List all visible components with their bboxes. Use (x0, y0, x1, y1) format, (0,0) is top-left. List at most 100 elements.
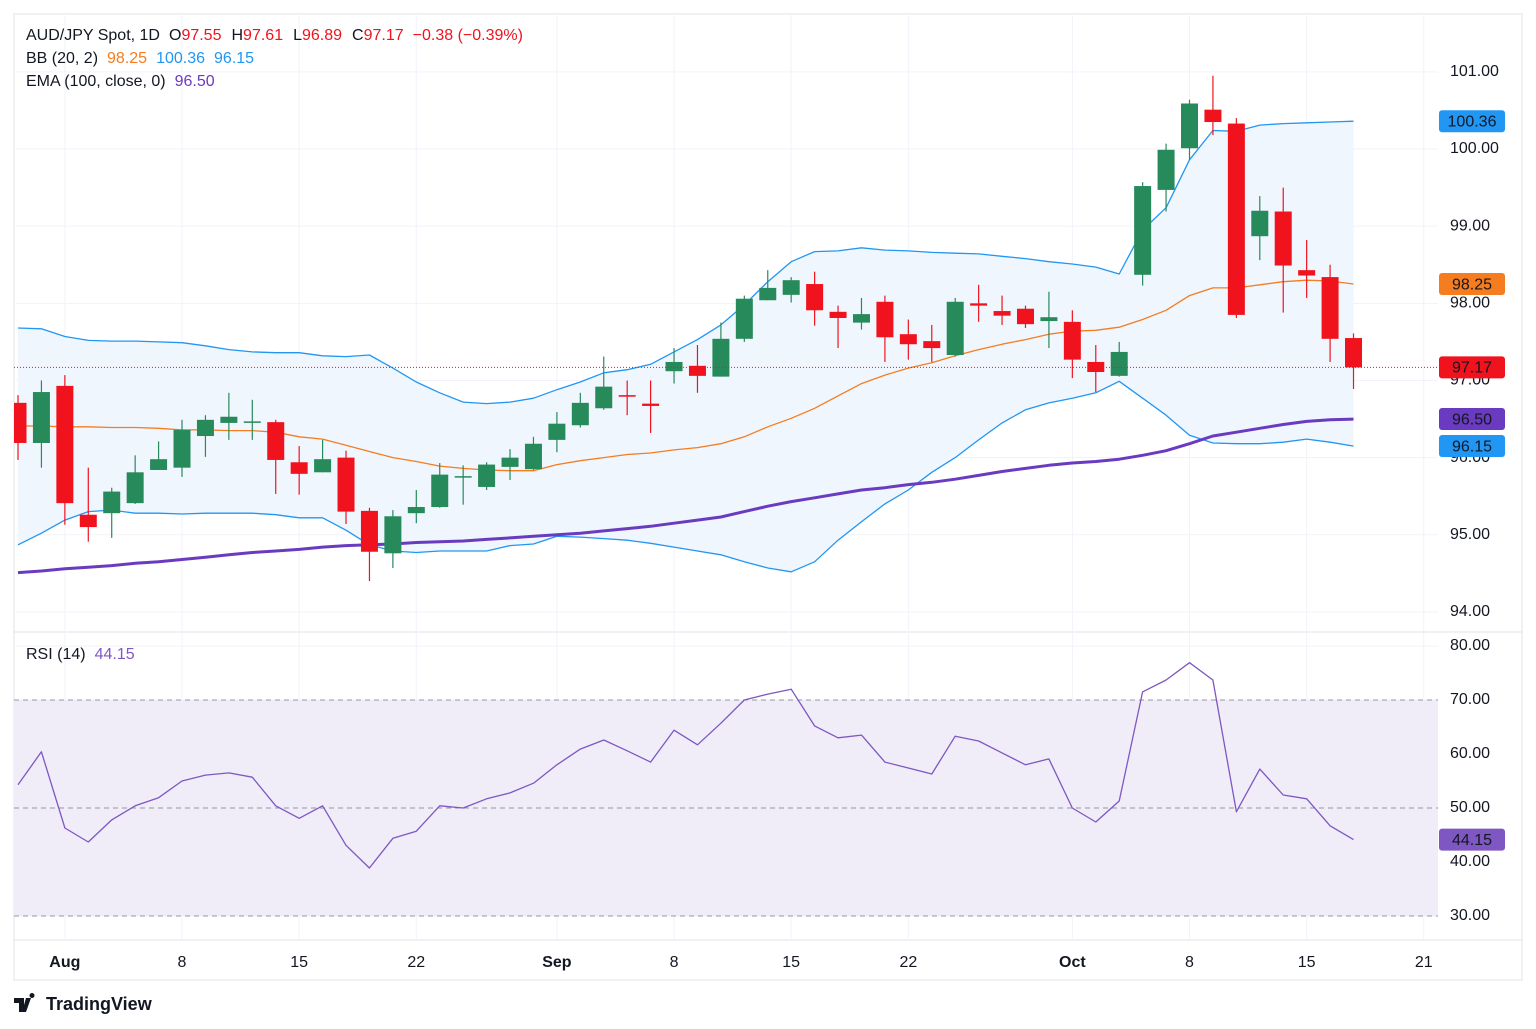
candle-body (243, 421, 261, 423)
legend-bb: BB (20, 2) 98.25 100.36 96.15 (26, 50, 254, 67)
candle-body (548, 423, 566, 440)
candle-body (1134, 186, 1152, 275)
candle-body (56, 385, 74, 504)
candle-body (1321, 277, 1339, 339)
price-badge-label: 96.50 (1452, 411, 1492, 428)
price-badge (1439, 435, 1505, 458)
y-tick-label: 94.00 (1450, 603, 1490, 620)
candle-body (1087, 361, 1105, 372)
candle-body (712, 338, 730, 377)
candle-body (501, 457, 519, 467)
candle-body (618, 395, 636, 397)
candle-body (1298, 270, 1316, 276)
rsi-line (17, 662, 1354, 869)
candle-body (79, 514, 97, 528)
candle-body (524, 443, 542, 470)
y-tick-label: 98.00 (1450, 295, 1490, 312)
candle-body (384, 516, 402, 554)
candle-body (806, 284, 824, 311)
candle-body (478, 464, 496, 487)
y-tick-label: 60.00 (1450, 745, 1490, 762)
candle-body (103, 491, 121, 514)
price-badge-label: 97.17 (1452, 360, 1492, 377)
legend-ema: EMA (100, close, 0) 96.50 (26, 73, 215, 90)
candle-body (1157, 149, 1175, 190)
price-badge (1439, 408, 1505, 431)
y-tick-label: 101.00 (1450, 63, 1499, 80)
rsi-badge (1439, 828, 1505, 851)
candle-body (688, 365, 706, 376)
brand-name: TradingView (46, 994, 153, 1014)
candle-body (1110, 351, 1128, 376)
candle-body (759, 287, 777, 301)
candle-body (290, 462, 308, 474)
candle-body (360, 510, 378, 552)
ohlc-letter: O (169, 27, 181, 44)
ohlc-value: 96.89 (302, 27, 342, 44)
ema-name: EMA (100, close, 0) (26, 73, 166, 90)
x-tick-label: 8 (178, 954, 187, 971)
candle-body (665, 361, 683, 372)
bb-value: 100.36 (156, 50, 205, 67)
bb-name: BB (20, 2) (26, 50, 98, 67)
candle-body (407, 507, 425, 514)
rsi-badge-label: 44.15 (1452, 832, 1492, 849)
x-tick-label: 15 (290, 954, 308, 971)
plot-area (14, 75, 1438, 917)
price-badge-label: 98.25 (1452, 276, 1492, 293)
candle-body (337, 457, 355, 512)
candle-body (32, 392, 50, 443)
symbol-title: AUD/JPY Spot, 1D (26, 27, 160, 44)
candle-body (220, 416, 238, 423)
ohlc-value: 97.17 (364, 27, 404, 44)
rsi-name: RSI (14) (26, 646, 86, 663)
x-tick-label: Sep (542, 954, 572, 971)
y-tick-label: 80.00 (1450, 637, 1490, 654)
candle-body (1227, 123, 1245, 315)
candle-body (595, 386, 613, 409)
x-tick-label: 15 (1298, 954, 1316, 971)
x-tick-label: 8 (1185, 954, 1194, 971)
candle-body (1251, 210, 1269, 237)
y-tick-label: 30.00 (1450, 907, 1490, 924)
bb-upper (17, 120, 1354, 405)
candle-body (899, 334, 917, 345)
candle-body (126, 472, 144, 504)
price-badge (1439, 273, 1505, 296)
bb-value: 98.25 (107, 50, 147, 67)
legend-ohlc: AUD/JPY Spot, 1D O97.55 H97.61 L96.89 C97.17… (26, 27, 523, 44)
candle-body (1204, 109, 1222, 123)
rsi-value: 44.15 (95, 646, 135, 663)
x-tick-label: Oct (1059, 954, 1086, 971)
x-tick-label: 22 (407, 954, 425, 971)
candle-body (267, 422, 285, 460)
x-tick-label: 8 (670, 954, 679, 971)
ohlc-letter: L (293, 27, 302, 44)
y-tick-label: 95.00 (1450, 526, 1490, 543)
x-tick-label: 22 (899, 954, 917, 971)
candle-body (1063, 321, 1081, 360)
candle-body (431, 474, 449, 508)
price-badge (1439, 110, 1505, 133)
price-badge-label: 100.36 (1448, 113, 1497, 130)
legend-rsi: RSI (14) 44.15 (26, 646, 135, 663)
x-tick-label: Aug (49, 954, 80, 971)
y-tick-label: 50.00 (1450, 799, 1490, 816)
ohlc-letter: C (352, 27, 364, 44)
ema-value: 96.50 (175, 73, 215, 90)
bb-basis (18, 279, 1354, 472)
ema-line (17, 417, 1354, 575)
candle-body (1181, 103, 1198, 149)
ohlc-value: 97.61 (243, 27, 283, 44)
candle-body (1040, 317, 1058, 322)
y-tick-label: 70.00 (1450, 691, 1490, 708)
y-tick-label: 40.00 (1450, 853, 1490, 870)
bb-value: 96.15 (214, 50, 254, 67)
candle-body (454, 476, 472, 478)
y-tick-label: 99.00 (1450, 217, 1490, 234)
price-badge (1439, 356, 1505, 379)
bb-lower (17, 380, 1354, 573)
y-tick-label: 100.00 (1450, 140, 1499, 157)
